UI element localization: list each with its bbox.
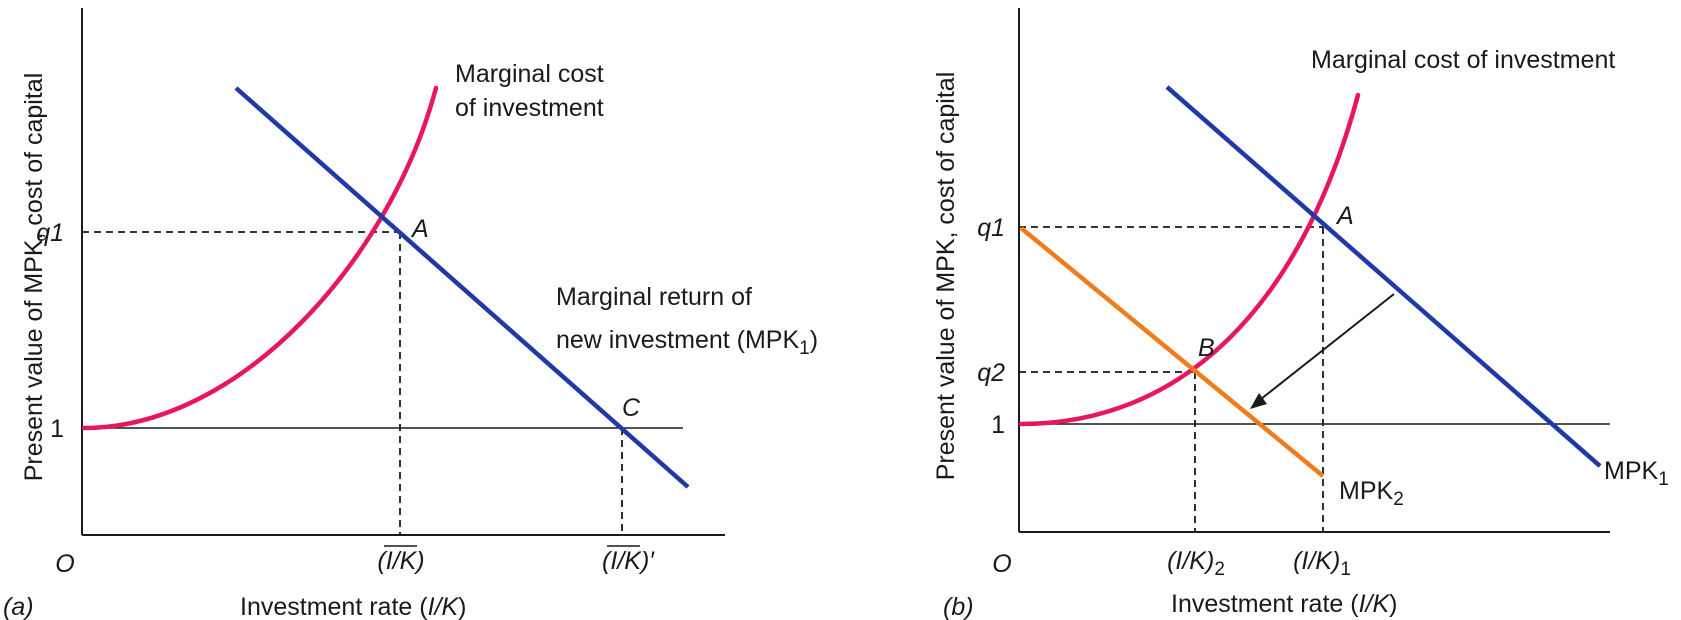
panel-b-origin-label: O <box>992 550 1011 578</box>
panel-b: Present value of MPK, cost of capital q1… <box>932 8 1669 620</box>
panel-b-one-label: 1 <box>991 411 1005 439</box>
panel-a-y-axis-title: Present value of MPK, cost of capital <box>20 73 48 482</box>
panel-a-mc-label-line1: Marginal cost <box>455 60 604 88</box>
panel-b-mpk2-line <box>1019 226 1325 478</box>
panel-b-q1-label: q1 <box>977 214 1005 242</box>
panel-b-shift-arrow-shaft <box>1255 293 1395 404</box>
panel-b-shift-arrowhead <box>1250 393 1267 409</box>
panel-a-origin-label: O <box>55 550 74 578</box>
panel-b-marginal-cost-curve <box>1018 92 1361 427</box>
panel-a-mpk-label-line1: Marginal return of <box>556 283 752 311</box>
panel-b-point-b: B <box>1198 334 1215 362</box>
panel-b-mc-label: Marginal cost of investment <box>1311 46 1615 74</box>
panel-b-ik2-label: (I/K)2 <box>1167 547 1225 580</box>
panel-a-point-a: A <box>410 215 429 243</box>
panel-a-q1-label: q1 <box>36 219 64 247</box>
panel-b-ik1-label: (I/K)1 <box>1293 547 1351 580</box>
panel-a-ik-bar-prime-label: (I/K)′ <box>602 547 655 575</box>
panel-b-mpk1-label: MPK1 <box>1604 457 1669 490</box>
panel-a-x-axis-title: Investment rate (I/K) <box>240 593 466 620</box>
panel-b-x-axis-title: Investment rate (I/K) <box>1171 590 1397 618</box>
panel-a-ik-bar-label: (I/K) <box>377 547 424 575</box>
panel-a-tag: (a) <box>3 593 34 620</box>
panel-b-mpk2-label: MPK2 <box>1339 477 1404 510</box>
panel-a: Present value of MPK, cost of capital q1… <box>3 8 818 620</box>
panel-b-mpk1-line <box>1165 85 1602 468</box>
panel-a-mc-label-line2: of investment <box>455 94 604 122</box>
panel-a-point-c: C <box>622 394 641 422</box>
panel-a-one-label: 1 <box>50 415 64 443</box>
panel-b-point-a: A <box>1335 202 1354 230</box>
panel-b-tag: (b) <box>943 593 974 620</box>
panel-b-q2-label: q2 <box>977 359 1005 387</box>
panel-b-y-axis-title: Present value of MPK, cost of capital <box>932 72 960 481</box>
panel-a-marginal-cost-curve <box>81 85 439 431</box>
panel-a-mpk-label-line2: new investment (MPK1) <box>556 326 818 359</box>
panel-a-mpk1-line <box>234 86 690 489</box>
